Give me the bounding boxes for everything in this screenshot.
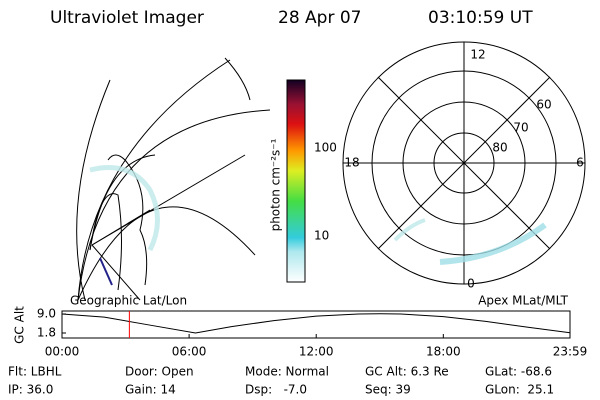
y-tick-label: 1.8 xyxy=(37,326,56,340)
status-field: Mode: Normal xyxy=(245,365,329,379)
x-tick-label: 06:00 xyxy=(172,345,207,359)
date: 28 Apr 07 xyxy=(278,8,361,28)
colorbar-tick: 100 xyxy=(314,141,337,155)
mlt-label: 12 xyxy=(470,48,485,62)
colorbar-tick: 10 xyxy=(314,229,329,243)
lat-label: 60 xyxy=(536,98,551,112)
x-tick-label: 23:59 xyxy=(553,345,588,359)
status-field: GLon: 25.1 xyxy=(485,383,554,397)
x-tick-label: 00:00 xyxy=(45,345,80,359)
status-field: Gain: 14 xyxy=(125,383,176,397)
polar-map xyxy=(342,41,586,285)
status-field: GLat: -68.6 xyxy=(485,365,552,379)
altitude-line xyxy=(61,313,571,334)
mlt-label: 6 xyxy=(576,156,584,170)
status-field: Door: Open xyxy=(125,365,194,379)
lat-label: 70 xyxy=(513,121,528,135)
status-field: GC Alt: 6.3 Re xyxy=(365,365,449,379)
mlt-label: 18 xyxy=(344,156,359,170)
y-axis-label: GC Alt xyxy=(13,306,27,344)
x-tick-label: 18:00 xyxy=(426,345,461,359)
status-field: IP: 36.0 xyxy=(8,383,53,397)
y-tick-label: 9.0 xyxy=(37,307,56,321)
x-tick-label: 12:00 xyxy=(299,345,334,359)
status-field: Dsp: -7.0 xyxy=(245,383,307,397)
mlt-label: 0 xyxy=(467,277,475,291)
status-panel: Flt: LBHL Door: Open Mode: Normal GC Alt: 6… xyxy=(8,365,554,397)
geo-map xyxy=(76,57,271,301)
title: Ultraviolet Imager xyxy=(50,8,204,28)
status-field: Flt: LBHL xyxy=(8,365,62,379)
colorbar-label: photon cm⁻²s⁻¹ xyxy=(269,138,283,231)
polar-label: Apex MLat/MLT xyxy=(478,294,568,308)
status-field: Seq: 39 xyxy=(365,383,411,397)
lat-label: 80 xyxy=(492,141,507,155)
geo-label: Geographic Lat/Lon xyxy=(70,294,187,308)
altitude-plot: 9.0 1.8 00:00 06:00 12:00 18:00 23:59 xyxy=(37,307,587,359)
colorbar xyxy=(286,79,306,283)
time: 03:10:59 UT xyxy=(428,8,533,28)
